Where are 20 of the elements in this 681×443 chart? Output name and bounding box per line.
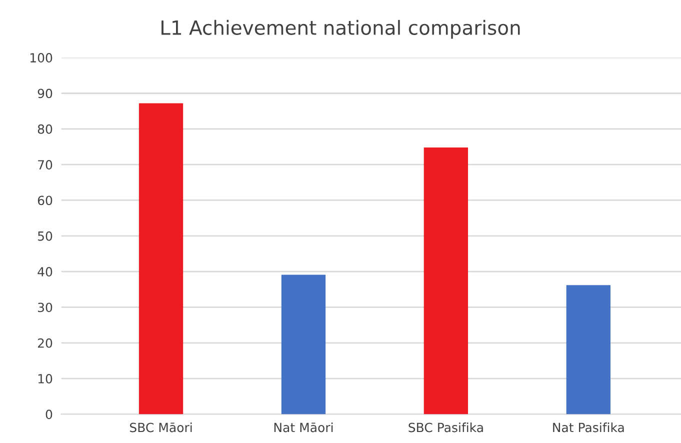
y-tick-label: 70: [38, 160, 52, 170]
y-tick-label: 10: [38, 374, 52, 384]
y-tick-label: 40: [38, 267, 52, 276]
y-tick-label: 30: [38, 302, 52, 312]
y-tick-label: 60: [38, 196, 52, 206]
y-tick-label: 80: [38, 124, 52, 134]
bar: [424, 147, 468, 414]
y-tick-label: 90: [38, 88, 52, 98]
bar: [566, 285, 610, 414]
bar: [281, 274, 326, 414]
bar: [138, 103, 184, 414]
x-tick-label: SBC Pasifika: [408, 422, 483, 432]
y-tick-label: 50: [38, 231, 52, 241]
x-tick-label: Nat Pasifika: [553, 422, 624, 432]
y-tick-label: 100: [30, 53, 52, 63]
y-tick-label: 20: [38, 338, 52, 348]
x-tick-label: Nat Māori: [274, 422, 333, 432]
x-tick-label: SBC Māori: [130, 422, 192, 432]
y-tick-label: 0: [46, 410, 52, 420]
chart-title: L1 Achievement national comparison: [162, 20, 520, 39]
